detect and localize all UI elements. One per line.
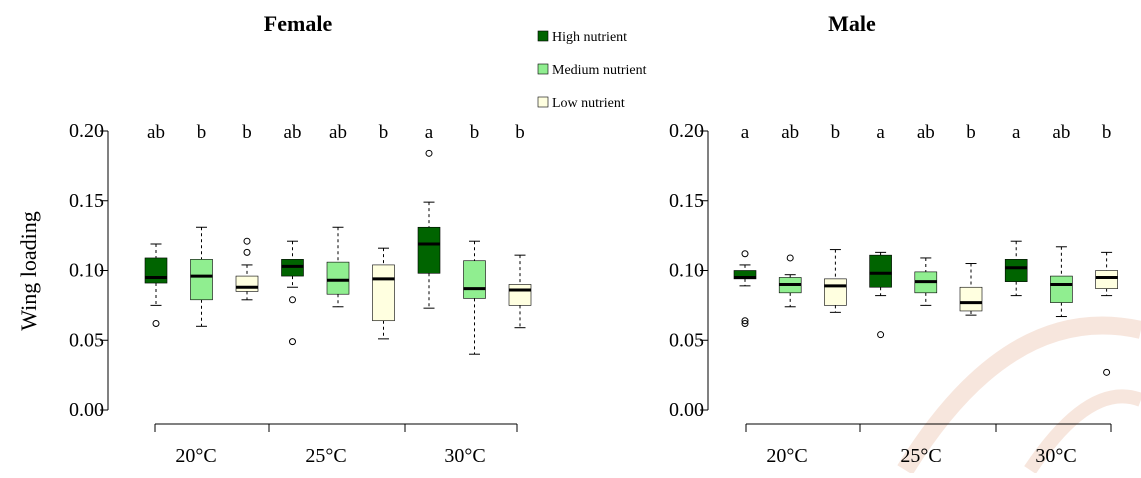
legend: High nutrient Medium nutrient Low nutrient bbox=[537, 30, 647, 111]
box-body bbox=[1050, 275, 1073, 303]
outlier-point bbox=[425, 149, 433, 157]
box-low: b bbox=[1095, 122, 1118, 376]
x-category-label: 30°C bbox=[444, 445, 485, 467]
significance-letter: ab bbox=[1052, 122, 1070, 143]
box-body bbox=[959, 286, 983, 312]
panel-title: Female bbox=[264, 11, 333, 36]
box-body bbox=[1095, 270, 1118, 289]
outlier-point bbox=[741, 317, 749, 325]
x-category-label: 20°C bbox=[766, 445, 807, 467]
legend-swatch bbox=[537, 63, 549, 75]
legend-label: Medium nutrient bbox=[552, 63, 647, 78]
box-low: b bbox=[235, 122, 259, 301]
box-high: ab bbox=[281, 122, 304, 346]
watermark bbox=[897, 316, 1141, 475]
legend-item-medium: Medium nutrient bbox=[537, 63, 647, 78]
box-medium: ab bbox=[914, 122, 938, 306]
legend-item-high: High nutrient bbox=[537, 30, 627, 45]
significance-letter: b bbox=[379, 122, 389, 143]
significance-letter: b bbox=[515, 122, 525, 143]
y-tick-label: 0.05 bbox=[69, 329, 104, 351]
y-tick-label: 0.10 bbox=[69, 260, 104, 282]
box-medium: ab bbox=[326, 122, 350, 308]
y-tick-label: 0.00 bbox=[69, 399, 104, 421]
box-high: a bbox=[1004, 122, 1028, 297]
box-low: b bbox=[372, 122, 395, 340]
box-body bbox=[824, 278, 847, 306]
outlier-point bbox=[152, 320, 160, 328]
box-medium: ab bbox=[778, 122, 802, 308]
box-medium: b bbox=[190, 122, 213, 327]
outlier-point bbox=[289, 338, 296, 346]
outlier-point bbox=[741, 320, 749, 328]
significance-letter: ab bbox=[781, 122, 799, 143]
box-low: b bbox=[959, 122, 983, 316]
significance-letter: b bbox=[966, 122, 976, 143]
y-tick-label: 0.15 bbox=[69, 190, 104, 212]
y-tick-label: 0.00 bbox=[669, 399, 704, 421]
outlier-point bbox=[243, 248, 251, 256]
significance-letter: ab bbox=[147, 122, 165, 143]
legend-item-low: Low nutrient bbox=[537, 96, 625, 111]
box-body bbox=[235, 275, 259, 292]
y-tick-label: 0.20 bbox=[69, 120, 104, 142]
box-high: a bbox=[733, 122, 757, 328]
outlier-point bbox=[877, 331, 885, 339]
box-body bbox=[326, 261, 350, 295]
outlier-point bbox=[741, 250, 749, 258]
box-body bbox=[372, 264, 395, 322]
legend-label: Low nutrient bbox=[552, 96, 625, 111]
box-body bbox=[190, 259, 213, 301]
y-tick-label: 0.10 bbox=[669, 260, 704, 282]
box-high: ab bbox=[144, 122, 168, 328]
watermark-arc-2 bbox=[1024, 389, 1141, 474]
outlier-point bbox=[243, 237, 251, 245]
legend-swatch bbox=[537, 96, 549, 108]
box-body bbox=[508, 284, 532, 306]
box-body bbox=[417, 226, 441, 274]
significance-letter: a bbox=[876, 122, 885, 143]
significance-letter: ab bbox=[329, 122, 347, 143]
box-body bbox=[144, 257, 168, 284]
watermark-arc bbox=[897, 316, 1141, 475]
significance-letter: a bbox=[741, 122, 750, 143]
y-axis-label: Wing loading bbox=[16, 211, 41, 331]
box-body bbox=[463, 260, 486, 299]
significance-letter: b bbox=[197, 122, 207, 143]
box-medium: b bbox=[463, 122, 486, 355]
y-tick-label: 0.05 bbox=[669, 329, 704, 351]
significance-letter: a bbox=[425, 122, 434, 143]
outlier-point bbox=[786, 254, 794, 262]
box-low: b bbox=[824, 122, 847, 313]
x-category-label: 20°C bbox=[175, 445, 216, 467]
significance-letter: a bbox=[1012, 122, 1021, 143]
significance-letter: b bbox=[1102, 122, 1112, 143]
box-body bbox=[869, 254, 892, 288]
significance-letter: b bbox=[831, 122, 841, 143]
box-high: a bbox=[869, 122, 892, 339]
significance-letter: ab bbox=[917, 122, 935, 143]
box-high: a bbox=[417, 122, 441, 309]
significance-letter: b bbox=[470, 122, 480, 143]
x-category-label: 25°C bbox=[900, 445, 941, 467]
box-low: b bbox=[508, 122, 532, 329]
box-body bbox=[1004, 259, 1028, 282]
female-panel: Female 0.00 0.05 0.10 0.15 0.20 Wing loading 20… bbox=[16, 11, 532, 467]
significance-letter: ab bbox=[284, 122, 302, 143]
significance-letter: b bbox=[242, 122, 252, 143]
y-tick-label: 0.15 bbox=[669, 190, 704, 212]
outlier-point bbox=[289, 296, 296, 304]
x-category-label: 25°C bbox=[305, 445, 346, 467]
y-tick-label: 0.20 bbox=[669, 120, 704, 142]
panel-title: Male bbox=[828, 11, 876, 36]
x-category-label: 30°C bbox=[1035, 445, 1076, 467]
box-medium: ab bbox=[1050, 122, 1073, 318]
legend-swatch bbox=[537, 30, 549, 42]
outlier-point bbox=[1103, 368, 1111, 376]
legend-label: High nutrient bbox=[552, 30, 627, 45]
